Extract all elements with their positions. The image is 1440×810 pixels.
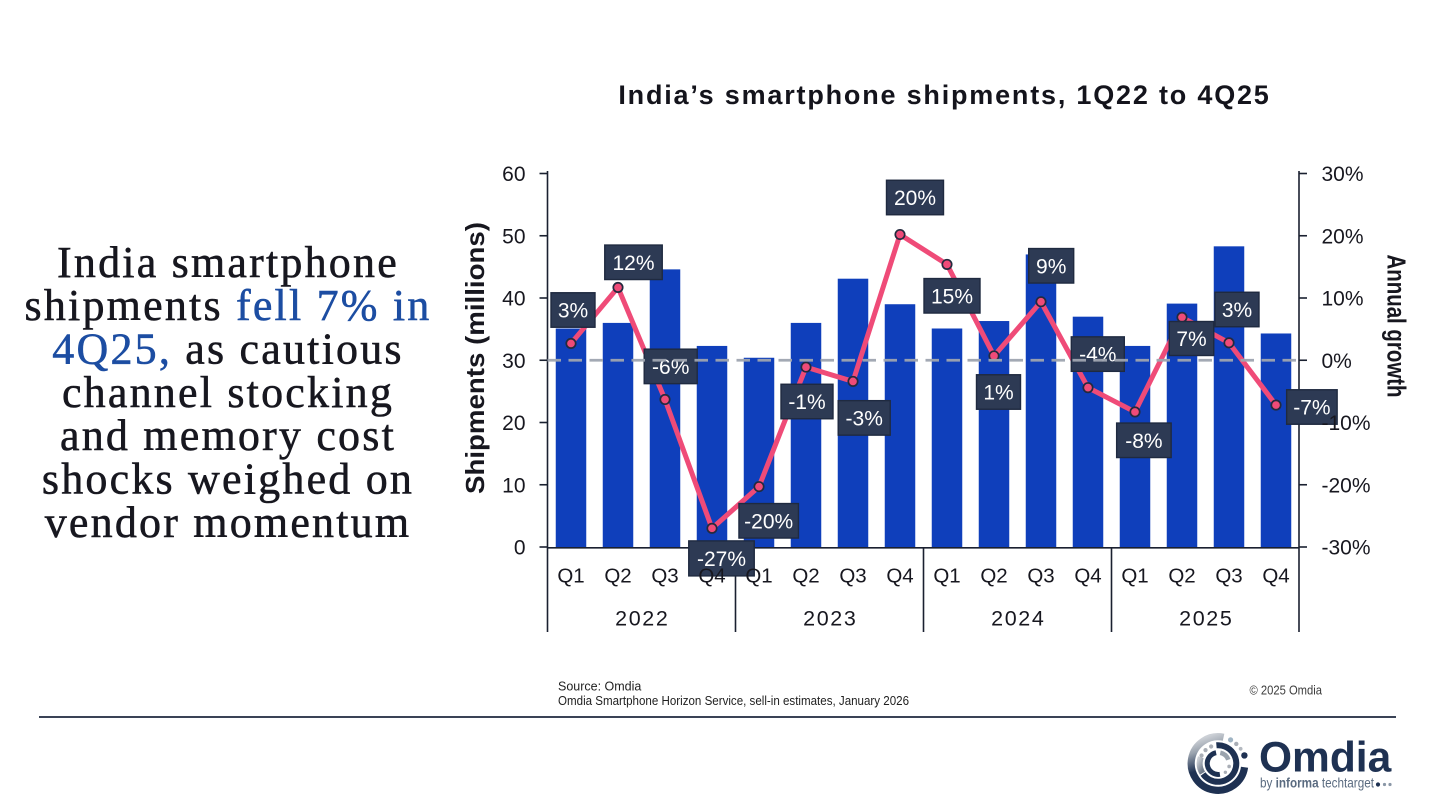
svg-text:Annual growth: Annual growth bbox=[1382, 255, 1412, 398]
svg-text:-20%: -20% bbox=[744, 510, 793, 533]
svg-text:-27%: -27% bbox=[697, 548, 746, 571]
svg-text:Source: Omdia: Source: Omdia bbox=[558, 680, 641, 694]
svg-text:2022: 2022 bbox=[615, 607, 669, 631]
svg-text:-3%: -3% bbox=[846, 407, 883, 430]
svg-text:-1%: -1% bbox=[788, 391, 825, 414]
svg-text:Q1: Q1 bbox=[557, 564, 584, 587]
svg-text:India smartphone: India smartphone bbox=[57, 238, 399, 287]
svg-text:Shipments (millions): Shipments (millions) bbox=[460, 222, 490, 494]
svg-text:India’s smartphone shipments,: India’s smartphone shipments, 1Q22 to 4Q… bbox=[618, 80, 1270, 110]
svg-text:2023: 2023 bbox=[803, 607, 857, 631]
svg-text:15%: 15% bbox=[931, 285, 973, 308]
svg-text:20%: 20% bbox=[894, 187, 936, 210]
svg-text:30%: 30% bbox=[1322, 163, 1364, 186]
svg-text:7%: 7% bbox=[1176, 328, 1206, 351]
svg-text:-4%: -4% bbox=[1079, 344, 1116, 367]
svg-text:by informa techtarget: by informa techtarget bbox=[1260, 775, 1374, 791]
svg-text:-30%: -30% bbox=[1322, 537, 1371, 560]
svg-text:Q1: Q1 bbox=[1121, 564, 1148, 587]
svg-text:3%: 3% bbox=[1222, 299, 1252, 322]
svg-text:Q3: Q3 bbox=[651, 564, 678, 587]
svg-text:-8%: -8% bbox=[1125, 430, 1162, 453]
svg-text:Q3: Q3 bbox=[1027, 564, 1054, 587]
svg-text:4Q25, as cautious: 4Q25, as cautious bbox=[52, 325, 403, 374]
svg-text:Q3: Q3 bbox=[839, 564, 866, 587]
svg-text:© 2025 Omdia: © 2025 Omdia bbox=[1250, 684, 1323, 698]
svg-text:-20%: -20% bbox=[1322, 474, 1371, 497]
svg-text:Q1: Q1 bbox=[745, 564, 772, 587]
svg-text:Q4: Q4 bbox=[1262, 564, 1289, 587]
svg-text:-6%: -6% bbox=[652, 356, 689, 379]
svg-text:60: 60 bbox=[502, 163, 525, 186]
svg-text:20%: 20% bbox=[1322, 225, 1364, 248]
svg-text:30: 30 bbox=[502, 350, 525, 373]
svg-text:0%: 0% bbox=[1322, 350, 1352, 373]
svg-text:-10%: -10% bbox=[1322, 412, 1371, 435]
svg-text:0: 0 bbox=[514, 537, 526, 560]
svg-text:Q2: Q2 bbox=[980, 564, 1007, 587]
svg-text:Q2: Q2 bbox=[1168, 564, 1195, 587]
svg-text:9%: 9% bbox=[1036, 255, 1066, 278]
svg-text:vendor momentum: vendor momentum bbox=[45, 498, 412, 547]
svg-text:shipments fell 7% in: shipments fell 7% in bbox=[25, 281, 432, 330]
svg-text:Q4: Q4 bbox=[698, 564, 725, 587]
svg-text:channel stocking: channel stocking bbox=[62, 368, 394, 417]
svg-text:3%: 3% bbox=[558, 300, 588, 323]
svg-text:Omdia Smartphone Horizon Servi: Omdia Smartphone Horizon Service, sell-i… bbox=[558, 694, 909, 708]
svg-text:20: 20 bbox=[502, 412, 525, 435]
svg-text:Q3: Q3 bbox=[1215, 564, 1242, 587]
svg-text:Q4: Q4 bbox=[1074, 564, 1101, 587]
svg-text:40: 40 bbox=[502, 288, 525, 311]
svg-text:-7%: -7% bbox=[1293, 397, 1330, 420]
svg-text:Q2: Q2 bbox=[604, 564, 631, 587]
svg-text:Q4: Q4 bbox=[886, 564, 913, 587]
svg-text:2025: 2025 bbox=[1179, 607, 1233, 631]
svg-text:2024: 2024 bbox=[991, 607, 1045, 631]
svg-text:12%: 12% bbox=[612, 252, 654, 275]
svg-text:shocks weighed on: shocks weighed on bbox=[42, 455, 414, 504]
svg-text:Omdia: Omdia bbox=[1259, 735, 1392, 782]
svg-text:10%: 10% bbox=[1322, 288, 1364, 311]
svg-text:50: 50 bbox=[502, 225, 525, 248]
svg-text:Q1: Q1 bbox=[933, 564, 960, 587]
svg-text:Q2: Q2 bbox=[792, 564, 819, 587]
svg-text:and memory cost: and memory cost bbox=[60, 411, 396, 460]
svg-text:1%: 1% bbox=[983, 382, 1013, 405]
svg-text:10: 10 bbox=[502, 474, 525, 497]
